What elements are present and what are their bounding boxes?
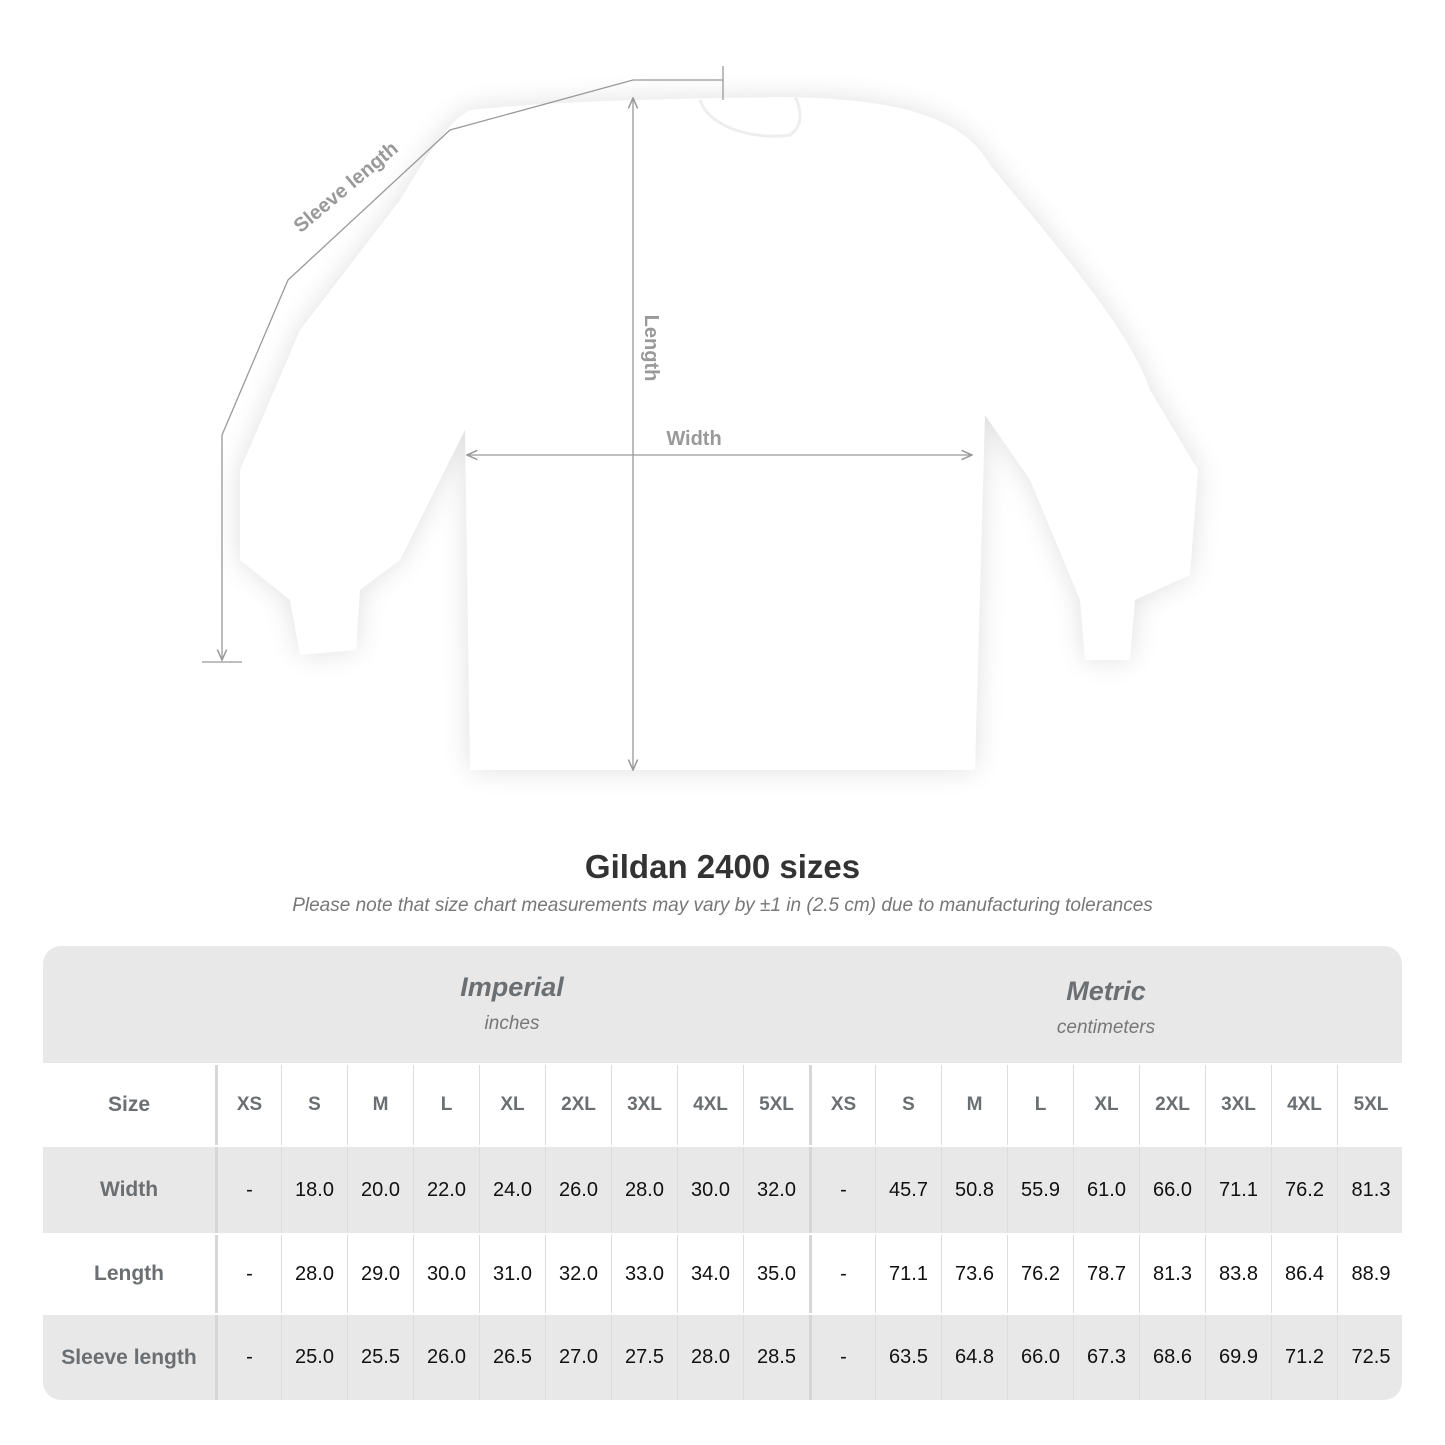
imperial-value: 26.5 xyxy=(479,1315,545,1400)
table-row: Sleeve length -25.0 25.5 26.0 26.5 27.0 27.5 28… xyxy=(43,1315,1402,1400)
imperial-size-4xl: 4XL xyxy=(677,1065,743,1145)
table-row: Length -28.0 29.0 30.0 31.0 32.0 33.0 34.0 35.0-… xyxy=(43,1235,1402,1313)
imperial-value: - xyxy=(215,1315,281,1400)
imperial-size-l: L xyxy=(413,1065,479,1145)
metric-value: 83.8 xyxy=(1205,1235,1271,1313)
size-table: Imperial inches Metric centimeters Size X… xyxy=(43,946,1402,1400)
metric-value: 68.6 xyxy=(1139,1315,1205,1400)
imperial-size-5xl: 5XL xyxy=(743,1065,809,1145)
metric-value: 76.2 xyxy=(1007,1235,1073,1313)
table-row: Width -18.0 20.0 22.0 24.0 26.0 28.0 30.0 32.0-4… xyxy=(43,1147,1402,1233)
metric-value: 61.0 xyxy=(1073,1147,1139,1233)
row-label: Sleeve length xyxy=(61,1345,197,1369)
metric-value: 71.1 xyxy=(875,1235,941,1313)
length-label: Length xyxy=(640,315,662,382)
imperial-value: 30.0 xyxy=(413,1235,479,1313)
metric-value: 78.7 xyxy=(1073,1235,1139,1313)
imperial-value: 24.0 xyxy=(479,1147,545,1233)
imperial-value: 22.0 xyxy=(413,1147,479,1233)
imperial-value: 32.0 xyxy=(545,1235,611,1313)
metric-size-3xl: 3XL xyxy=(1205,1065,1271,1145)
metric-group: Metric centimeters xyxy=(809,976,1402,1039)
imperial-value: 27.5 xyxy=(611,1315,677,1400)
metric-unit: centimeters xyxy=(1056,1017,1156,1038)
imperial-value: 18.0 xyxy=(281,1147,347,1233)
metric-value: 69.9 xyxy=(1205,1315,1271,1400)
metric-size-xl: XL xyxy=(1073,1065,1139,1145)
metric-size-xs: XS xyxy=(809,1065,875,1145)
imperial-value: 28.0 xyxy=(281,1235,347,1313)
metric-size-m: M xyxy=(941,1065,1007,1145)
metric-title: Metric xyxy=(1066,976,1146,1006)
metric-value: 71.1 xyxy=(1205,1147,1271,1233)
imperial-value: - xyxy=(215,1235,281,1313)
metric-value: 86.4 xyxy=(1271,1235,1337,1313)
imperial-unit: inches xyxy=(484,1013,540,1034)
metric-value: 76.2 xyxy=(1271,1147,1337,1233)
metric-value: 81.3 xyxy=(1139,1235,1205,1313)
metric-value: 67.3 xyxy=(1073,1315,1139,1400)
metric-size-4xl: 4XL xyxy=(1271,1065,1337,1145)
metric-value: - xyxy=(809,1147,875,1233)
imperial-value: 30.0 xyxy=(677,1147,743,1233)
imperial-value: 26.0 xyxy=(413,1315,479,1400)
width-label: Width xyxy=(666,428,721,450)
imperial-value: 20.0 xyxy=(347,1147,413,1233)
imperial-size-s: S xyxy=(281,1065,347,1145)
imperial-size-xl: XL xyxy=(479,1065,545,1145)
imperial-value: 28.0 xyxy=(611,1147,677,1233)
imperial-value: 26.0 xyxy=(545,1147,611,1233)
imperial-value: 31.0 xyxy=(479,1235,545,1313)
imperial-size-3xl: 3XL xyxy=(611,1065,677,1145)
row-label: Width xyxy=(99,1178,159,1201)
chart-title: Gildan 2400 sizes xyxy=(584,848,861,885)
metric-value: 66.0 xyxy=(1139,1147,1205,1233)
imperial-value: 35.0 xyxy=(743,1235,809,1313)
imperial-size-xs: XS xyxy=(215,1065,281,1145)
imperial-value: 28.5 xyxy=(743,1315,809,1400)
row-label: Length xyxy=(94,1262,164,1285)
metric-value: 55.9 xyxy=(1007,1147,1073,1233)
imperial-size-2xl: 2XL xyxy=(545,1065,611,1145)
imperial-value: 34.0 xyxy=(677,1235,743,1313)
imperial-value: 32.0 xyxy=(743,1147,809,1233)
metric-value: - xyxy=(809,1235,875,1313)
imperial-value: 33.0 xyxy=(611,1235,677,1313)
metric-value: 66.0 xyxy=(1007,1315,1073,1400)
metric-value: 45.7 xyxy=(875,1147,941,1233)
metric-size-l: L xyxy=(1007,1065,1073,1145)
metric-value: 81.3 xyxy=(1337,1147,1402,1233)
imperial-group: Imperial inches xyxy=(215,972,809,1035)
shirt-diagram: Sleeve length Length Width xyxy=(202,66,1198,820)
tolerance-note: Please note that size chart measurements… xyxy=(292,895,1153,916)
imperial-value: 25.0 xyxy=(281,1315,347,1400)
imperial-value: 25.5 xyxy=(347,1315,413,1400)
size-header-row: Size XS S M L XL 2XL 3XL 4XL 5XL XS S M L XL 2XL 3XL 4XL 5… xyxy=(43,1065,1402,1145)
imperial-value: 27.0 xyxy=(545,1315,611,1400)
long-sleeve-shirt xyxy=(240,96,1198,770)
imperial-value: 29.0 xyxy=(347,1235,413,1313)
metric-value: - xyxy=(809,1315,875,1400)
size-header-label: Size xyxy=(107,1093,151,1116)
metric-size-2xl: 2XL xyxy=(1139,1065,1205,1145)
sleeve-length-measure-line xyxy=(222,79,723,660)
metric-value: 63.5 xyxy=(875,1315,941,1400)
imperial-title: Imperial xyxy=(460,972,564,1002)
imperial-size-m: M xyxy=(347,1065,413,1145)
metric-value: 71.2 xyxy=(1271,1315,1337,1400)
metric-value: 50.8 xyxy=(941,1147,1007,1233)
metric-size-5xl: 5XL xyxy=(1337,1065,1402,1145)
imperial-value: - xyxy=(215,1147,281,1233)
metric-value: 88.9 xyxy=(1337,1235,1402,1313)
metric-value: 72.5 xyxy=(1337,1315,1402,1400)
metric-value: 64.8 xyxy=(941,1315,1007,1400)
metric-value: 73.6 xyxy=(941,1235,1007,1313)
unit-header: Imperial inches Metric centimeters xyxy=(43,946,1402,1063)
metric-size-s: S xyxy=(875,1065,941,1145)
imperial-value: 28.0 xyxy=(677,1315,743,1400)
